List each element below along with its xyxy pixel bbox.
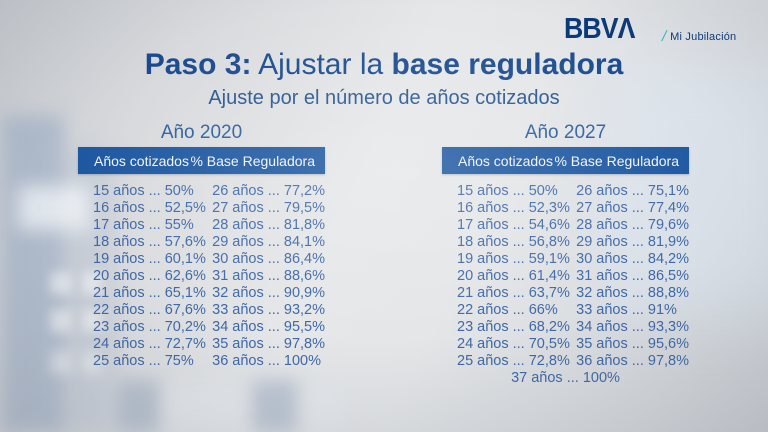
- page-title: Paso 3: Ajustar la base reguladora: [0, 47, 768, 83]
- table-cell: 30 años ... 84,2%: [576, 251, 689, 267]
- background-light-patch: [304, 386, 344, 432]
- table-cell: 17 años ... 55%: [93, 217, 194, 233]
- table-cell: 30 años ... 86,4%: [212, 251, 325, 267]
- table-body: 15 años ... 50% 16 años ... 52,3% 17 años …: [442, 183, 689, 370]
- table-body: 15 años ... 50% 16 años ... 52,5% 17 años …: [78, 183, 325, 370]
- background-window-panel: [2, 116, 64, 432]
- table-2020: Año 2020 Años cotizados % Base Regulador…: [78, 122, 325, 370]
- table-cell: 20 años ... 61,4%: [457, 268, 570, 284]
- table-cell: 16 años ... 52,5%: [93, 200, 206, 216]
- table-column-right: 26 años ... 77,2% 27 años ... 79,5% 28 año…: [212, 183, 325, 370]
- table-cell: 29 años ... 81,9%: [576, 234, 689, 250]
- table-cell: 35 años ... 95,6%: [576, 336, 689, 352]
- table-cell: 19 años ... 59,1%: [457, 251, 570, 267]
- table-cell: 24 años ... 72,7%: [93, 336, 206, 352]
- table-cell: 32 años ... 88,8%: [576, 285, 689, 301]
- table-cell: 36 años ... 100%: [212, 353, 321, 369]
- background-window-pane: [50, 310, 72, 332]
- table-cell: 34 años ... 93,3%: [576, 319, 689, 335]
- table-cell: 15 años ... 50%: [457, 183, 558, 199]
- table-cell: 31 años ... 88,6%: [212, 268, 325, 284]
- table-cell: 22 años ... 67,6%: [93, 302, 206, 318]
- product-lockup: / Mi Jubilación: [660, 28, 737, 45]
- background-window-pane: [50, 272, 72, 294]
- column-header-years: Años cotizados: [458, 152, 553, 169]
- table-cell: 27 años ... 77,4%: [576, 200, 689, 216]
- table-cell: 25 años ... 72,8%: [457, 353, 570, 369]
- background-window-bar: [252, 380, 298, 432]
- background-window-bar: [118, 380, 160, 432]
- background-light-patch: [166, 386, 244, 432]
- table-cell: 20 años ... 62,6%: [93, 268, 206, 284]
- table-cell: 33 años ... 91%: [576, 302, 677, 318]
- title-emphasis: base reguladora: [391, 48, 624, 81]
- table-cell: 35 años ... 97,8%: [212, 336, 325, 352]
- title-step: Paso 3:: [144, 48, 252, 81]
- table-cell: 28 años ... 81,8%: [212, 217, 325, 233]
- table-cell: 28 años ... 79,6%: [576, 217, 689, 233]
- table-cell: 15 años ... 50%: [93, 183, 194, 199]
- table-year-label: Año 2020: [160, 122, 243, 143]
- table-cell: 29 años ... 84,1%: [212, 234, 325, 250]
- table-footer-row: 37 años ... 100%: [511, 370, 620, 386]
- table-cell: 36 años ... 97,8%: [576, 353, 689, 369]
- table-cell: 25 años ... 75%: [93, 353, 194, 369]
- background-window-pane: [50, 352, 72, 374]
- column-header-years: Años cotizados: [94, 152, 189, 169]
- table-cell: 17 años ... 54,6%: [457, 217, 570, 233]
- slash-icon: /: [660, 28, 669, 45]
- table-2027: Año 2027 Años cotizados % Base Regulador…: [442, 122, 689, 387]
- table-cell: 18 años ... 56,8%: [457, 234, 570, 250]
- table-cell: 18 años ... 57,6%: [93, 234, 206, 250]
- table-cell: 26 años ... 77,2%: [212, 183, 325, 199]
- column-header-base: % Base Reguladora: [190, 152, 315, 169]
- title-regular: Ajustar la: [251, 48, 392, 81]
- table-year-label: Año 2027: [524, 122, 607, 143]
- table-cell: 33 años ... 93,2%: [212, 302, 325, 318]
- table-cell: 27 años ... 79,5%: [212, 200, 325, 216]
- product-name: Mi Jubilación: [670, 31, 737, 43]
- table-header-bar: Años cotizados % Base Reguladora: [78, 147, 325, 174]
- table-cell: 26 años ... 75,1%: [576, 183, 689, 199]
- table-cell: 23 años ... 70,2%: [93, 319, 206, 335]
- column-header-base: % Base Reguladora: [554, 152, 679, 169]
- table-cell: 24 años ... 70,5%: [457, 336, 570, 352]
- table-cell: 21 años ... 63,7%: [457, 285, 570, 301]
- table-cell: 34 años ... 95,5%: [212, 319, 325, 335]
- table-cell: 19 años ... 60,1%: [93, 251, 206, 267]
- table-column-right: 26 años ... 75,1% 27 años ... 77,4% 28 año…: [576, 183, 689, 370]
- table-cell: 23 años ... 68,2%: [457, 319, 570, 335]
- table-cell: 32 años ... 90,9%: [212, 285, 325, 301]
- table-cell: 16 años ... 52,3%: [457, 200, 570, 216]
- table-cell: 21 años ... 65,1%: [93, 285, 206, 301]
- bbva-logo: BBVΛ: [564, 13, 635, 45]
- table-column-left: 15 años ... 50% 16 años ... 52,3% 17 años …: [457, 183, 576, 370]
- table-header-bar: Años cotizados % Base Reguladora: [442, 147, 689, 174]
- table-column-left: 15 años ... 50% 16 años ... 52,5% 17 años …: [93, 183, 212, 370]
- page-subtitle: Ajuste por el número de años cotizados: [208, 87, 560, 109]
- table-cell: 31 años ... 86,5%: [576, 268, 689, 284]
- table-cell: 22 años ... 66%: [457, 302, 558, 318]
